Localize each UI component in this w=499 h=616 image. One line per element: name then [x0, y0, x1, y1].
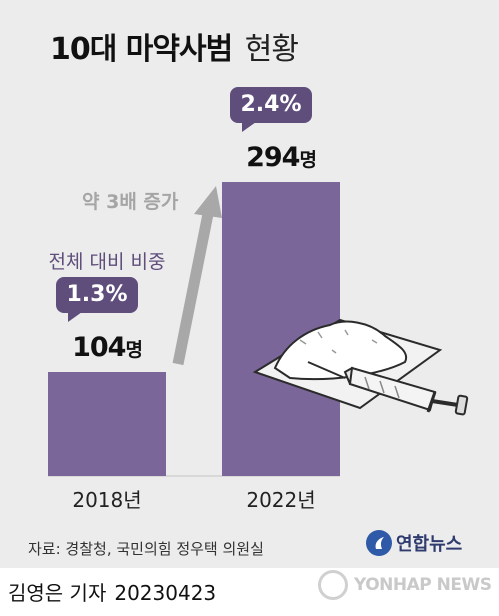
- syringe-illustration: [252, 318, 469, 416]
- publish-date: 20230423: [114, 581, 217, 605]
- yonhap-logo-text: 연합뉴스: [396, 534, 463, 555]
- bar-chart: [48, 182, 469, 477]
- bar-value-2022: 294명: [216, 142, 346, 173]
- yonhap-watermark: YONHAP NEWS: [318, 570, 492, 600]
- growth-arrow-head: [194, 186, 222, 218]
- barrel-marks: [364, 376, 400, 399]
- syringe-needle: [307, 361, 346, 379]
- yonhap-logo: 연합뉴스: [366, 530, 462, 556]
- bar-2018: [48, 372, 166, 476]
- bar-value-unit: 명: [299, 149, 317, 171]
- share-pill-2018: 1.3%: [56, 277, 138, 322]
- plunger-cap: [454, 394, 469, 416]
- category-label-2018: 2018년: [72, 488, 142, 512]
- yonhap-logo-icon: [366, 530, 392, 556]
- watermark-circle-icon: [318, 570, 348, 600]
- credit-line: 김영은 기자 20230423: [8, 577, 216, 606]
- source-note: 자료: 경찰청, 국민의힘 정우택 의원실: [28, 540, 264, 558]
- syringe-flange: [426, 391, 437, 413]
- reporter-name: 김영은 기자: [8, 581, 107, 605]
- growth-arrow-line: [172, 212, 214, 366]
- growth-arrow: [172, 186, 222, 366]
- title-main: 10대 마약사범: [50, 32, 233, 67]
- watermark-text: YONHAP NEWS: [354, 575, 492, 595]
- bar-value-2018: 104명: [42, 332, 172, 363]
- category-label-2022: 2022년: [246, 488, 316, 512]
- title-sub: 현황: [244, 32, 299, 67]
- bar-value-unit: 명: [125, 339, 143, 361]
- bar-value-number: 104: [72, 332, 126, 363]
- bar-value-number: 294: [246, 142, 300, 173]
- share-pill-2022: 2.4%: [230, 87, 312, 132]
- powder-shading: [299, 329, 378, 354]
- growth-label: 약 3배 증가: [82, 191, 179, 213]
- chart-title: 10대 마약사범 현황: [50, 24, 299, 68]
- share-label: 전체 대비 비중: [48, 251, 166, 273]
- syringe-plunger: [431, 399, 459, 407]
